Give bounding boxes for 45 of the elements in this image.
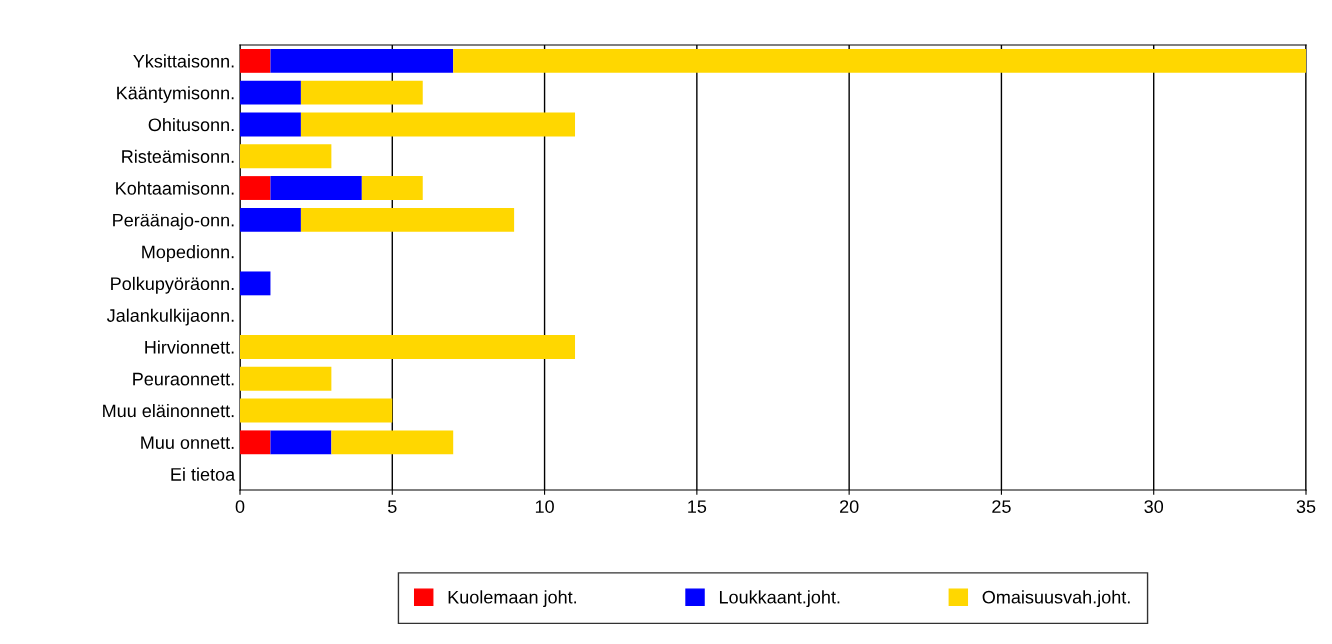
x-tick-label: 30 <box>1144 500 1164 513</box>
x-tick-label: 15 <box>688 500 707 513</box>
y-tick-label: Ei tietoa <box>171 467 236 481</box>
y-tick-label: Ohitusonn. <box>148 117 234 132</box>
bar <box>240 366 332 391</box>
bar <box>240 430 271 455</box>
x-tick-label: 20 <box>840 500 859 513</box>
bar <box>240 144 332 169</box>
y-tick-label: Muu eläinonnett. <box>103 403 234 418</box>
bar <box>240 176 271 200</box>
bar <box>331 430 454 455</box>
bar <box>270 48 454 73</box>
y-tick-label: Muu onnett. <box>141 436 234 450</box>
bar <box>240 48 271 73</box>
bar <box>300 80 423 105</box>
y-tick-label: Risteämisonn. <box>122 149 234 163</box>
bar <box>270 430 332 455</box>
bar <box>240 271 271 296</box>
bar <box>300 112 576 137</box>
y-tick-label: Yksittaisonn. <box>133 54 234 68</box>
x-tick-label: 0 <box>235 500 245 513</box>
y-tick-label: Hirvionnett. <box>145 340 234 354</box>
y-tick-label: Kohtaamisonn. <box>116 181 234 195</box>
bar <box>300 207 515 232</box>
bar <box>453 48 1306 73</box>
y-tick-label: Jalankulkijaonn. <box>106 308 234 326</box>
bar <box>270 176 362 200</box>
bar <box>240 398 393 423</box>
y-tick-label: Peräänajo-onn. <box>113 213 234 231</box>
y-tick-label: Mopedionn. <box>142 245 234 262</box>
x-tick-label: 5 <box>387 500 397 513</box>
legend-label: Loukkaant.joht. <box>719 590 840 608</box>
y-tick-label: Peuraonnett. <box>133 372 234 386</box>
x-tick-label: 10 <box>535 500 554 513</box>
bar <box>361 176 423 200</box>
legend-label: Omaisuusvah.joht. <box>982 590 1130 608</box>
bar <box>240 112 301 137</box>
y-tick-label: Polkupyöräonn. <box>111 276 234 294</box>
legend-label: Kuolemaan joht. <box>448 590 577 608</box>
x-tick-label: 35 <box>1296 500 1316 513</box>
x-tick-label: 25 <box>992 500 1011 513</box>
y-tick-label: Kääntymisonn. <box>117 86 234 103</box>
bar <box>240 80 301 105</box>
bar <box>240 207 301 232</box>
bar <box>240 335 576 359</box>
